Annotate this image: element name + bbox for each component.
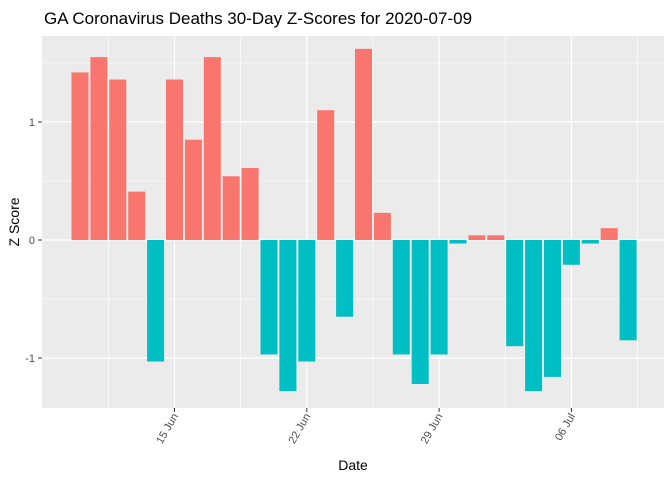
bar <box>562 240 580 265</box>
bar <box>619 240 637 341</box>
bar <box>147 240 165 362</box>
bar <box>392 240 410 355</box>
y-axis: -1 0 1 <box>25 117 42 365</box>
bar <box>90 57 108 240</box>
chart-title: GA Coronavirus Deaths 30-Day Z-Scores fo… <box>44 9 472 28</box>
bar <box>184 139 202 240</box>
bar <box>355 48 372 241</box>
x-axis: 15 Jun 22 Jun 29 Jun 06 Jul <box>154 408 578 446</box>
bar <box>449 240 467 244</box>
bar <box>222 176 240 240</box>
bar <box>430 240 448 355</box>
bar <box>128 191 146 240</box>
bars <box>71 48 637 392</box>
bar <box>581 240 599 244</box>
bar <box>241 168 259 240</box>
bar <box>166 79 183 241</box>
bar <box>298 240 316 362</box>
x-axis-label: Date <box>338 457 368 473</box>
bar <box>525 240 543 392</box>
bar <box>317 110 335 240</box>
x-tick-label: 22 Jun <box>286 412 313 447</box>
y-axis-label: Z Score <box>6 197 22 246</box>
bar <box>411 240 429 384</box>
x-tick-label: 06 Jul <box>553 412 578 443</box>
bar <box>544 240 561 377</box>
x-tick-label: 15 Jun <box>154 412 181 447</box>
bar <box>373 212 391 240</box>
bar <box>600 228 618 240</box>
x-tick-label: 29 Jun <box>419 412 446 447</box>
y-tick-label: -1 <box>25 353 35 365</box>
bar <box>468 235 486 240</box>
bar <box>506 240 524 347</box>
bar <box>487 235 505 240</box>
minor-gridlines <box>42 36 664 408</box>
bar <box>336 240 354 317</box>
bar <box>71 72 89 240</box>
bar <box>260 240 278 355</box>
y-tick-label: 1 <box>29 117 35 129</box>
y-tick-label: 0 <box>29 235 35 247</box>
bar <box>279 240 297 392</box>
bar <box>109 79 127 241</box>
bar <box>203 57 221 240</box>
